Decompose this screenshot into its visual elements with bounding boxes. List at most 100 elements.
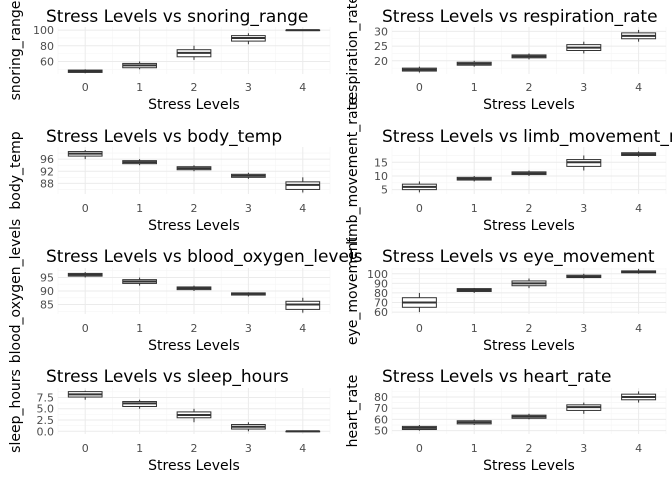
y-tick-label: 80 (374, 391, 388, 404)
box-stress-2 (511, 53, 547, 60)
x-tick-label: 1 (471, 322, 478, 335)
box-stress-3 (566, 273, 602, 279)
box-stress-0 (67, 390, 103, 400)
x-tick-label: 4 (635, 442, 642, 455)
y-tick-label: 20 (374, 55, 388, 68)
y-tick-label: 80 (40, 40, 54, 53)
x-tick-label: 2 (191, 442, 198, 455)
x-tick-label: 4 (299, 81, 306, 94)
y-tick-label: 60 (374, 413, 388, 426)
y-tick-label: 85 (40, 299, 54, 312)
x-tick-label: 1 (136, 202, 143, 215)
x-axis-title: Stress Levels (148, 97, 240, 113)
x-tick-label: 1 (471, 81, 478, 94)
y-tick-label: 60 (374, 306, 388, 319)
y-tick-label: 15 (374, 156, 388, 169)
x-tick-label: 3 (245, 202, 252, 215)
y-axis-title: eye_movement (345, 236, 361, 345)
x-tick-label: 0 (82, 202, 89, 215)
panel-snoring_range: 60 80 100 0 1 2 3 4 Stress Levels vs snoring_ran… (8, 1, 331, 113)
y-tick-label: 80 (374, 287, 388, 300)
y-tick-label: 100 (367, 268, 388, 281)
box-stress-3 (566, 155, 602, 171)
x-tick-label: 3 (580, 322, 587, 335)
y-tick-label: 5.0 (37, 403, 55, 416)
y-tick-label: 70 (374, 402, 388, 415)
x-tick-label: 1 (136, 322, 143, 335)
x-tick-label: 4 (299, 442, 306, 455)
y-tick-label: 95 (40, 271, 54, 284)
box-stress-4 (285, 430, 321, 433)
x-tick-label: 3 (580, 81, 587, 94)
y-tick-label: 2.5 (37, 414, 55, 427)
box-stress-4 (621, 268, 657, 274)
box-stress-4 (621, 391, 657, 403)
box-stress-1 (456, 60, 492, 67)
x-tick-label: 2 (526, 442, 533, 455)
x-tick-label: 1 (471, 442, 478, 455)
y-tick-label: 7.5 (37, 391, 55, 404)
x-tick-label: 3 (245, 442, 252, 455)
box-stress-0 (401, 292, 437, 313)
x-tick-label: 4 (299, 322, 306, 335)
y-tick-label: 5 (381, 184, 388, 197)
y-tick-label: 90 (40, 285, 54, 298)
x-tick-label: 0 (416, 322, 423, 335)
x-axis-title: Stress Levels (483, 458, 575, 474)
x-tick-label: 4 (635, 81, 642, 94)
y-axis-title: snoring_range (8, 1, 24, 101)
box-stress-0 (67, 272, 103, 278)
x-tick-label: 3 (245, 322, 252, 335)
panel-respiration_rate: 20 25 30 0 1 2 3 4 Stress Levels vs respiration_… (345, 0, 667, 113)
x-tick-label: 0 (82, 322, 89, 335)
box-stress-0 (67, 150, 103, 160)
box-stress-3 (231, 33, 266, 45)
box-stress-1 (122, 277, 157, 286)
y-axis-title: heart_rate (345, 375, 361, 448)
x-axis-title: Stress Levels (483, 97, 575, 113)
box-stress-2 (176, 285, 212, 291)
y-tick-label: 50 (374, 425, 388, 438)
panel-title: Stress Levels vs heart_rate (382, 367, 611, 387)
x-tick-label: 1 (136, 442, 143, 455)
x-axis-title: Stress Levels (483, 338, 575, 354)
box-stress-2 (511, 278, 547, 289)
panel-title: Stress Levels vs blood_oxygen_levels (46, 247, 363, 267)
y-tick-label: 70 (374, 297, 388, 310)
x-tick-label: 2 (191, 81, 198, 94)
box-stress-2 (511, 413, 547, 420)
box-stress-3 (566, 41, 602, 54)
x-axis-title: Stress Levels (148, 458, 240, 474)
box-stress-0 (401, 66, 437, 73)
y-axis-title: respiration_rate (345, 0, 361, 106)
x-tick-label: 2 (191, 322, 198, 335)
box-stress-4 (285, 297, 321, 313)
box-stress-3 (231, 292, 266, 297)
box-stress-2 (511, 170, 547, 176)
box-stress-0 (67, 69, 103, 74)
panel-title: Stress Levels vs body_temp (46, 127, 282, 147)
x-tick-label: 1 (471, 202, 478, 215)
x-tick-label: 2 (526, 202, 533, 215)
x-tick-label: 1 (136, 81, 143, 94)
box-stress-0 (401, 425, 437, 431)
y-tick-label: 90 (374, 277, 388, 290)
x-tick-label: 3 (580, 202, 587, 215)
box-stress-4 (621, 151, 657, 157)
box-stress-1 (122, 61, 157, 70)
panel-title: Stress Levels vs eye_movement (382, 247, 655, 267)
y-tick-label: 88 (40, 177, 54, 190)
x-tick-label: 0 (416, 81, 423, 94)
box-stress-1 (122, 399, 157, 409)
panel-title: Stress Levels vs snoring_range (46, 7, 308, 27)
box-stress-3 (231, 172, 266, 179)
box-stress-1 (456, 419, 492, 426)
box-stress-2 (176, 408, 212, 423)
x-tick-label: 4 (635, 322, 642, 335)
x-tick-label: 0 (416, 442, 423, 455)
box-stress-1 (122, 159, 157, 166)
